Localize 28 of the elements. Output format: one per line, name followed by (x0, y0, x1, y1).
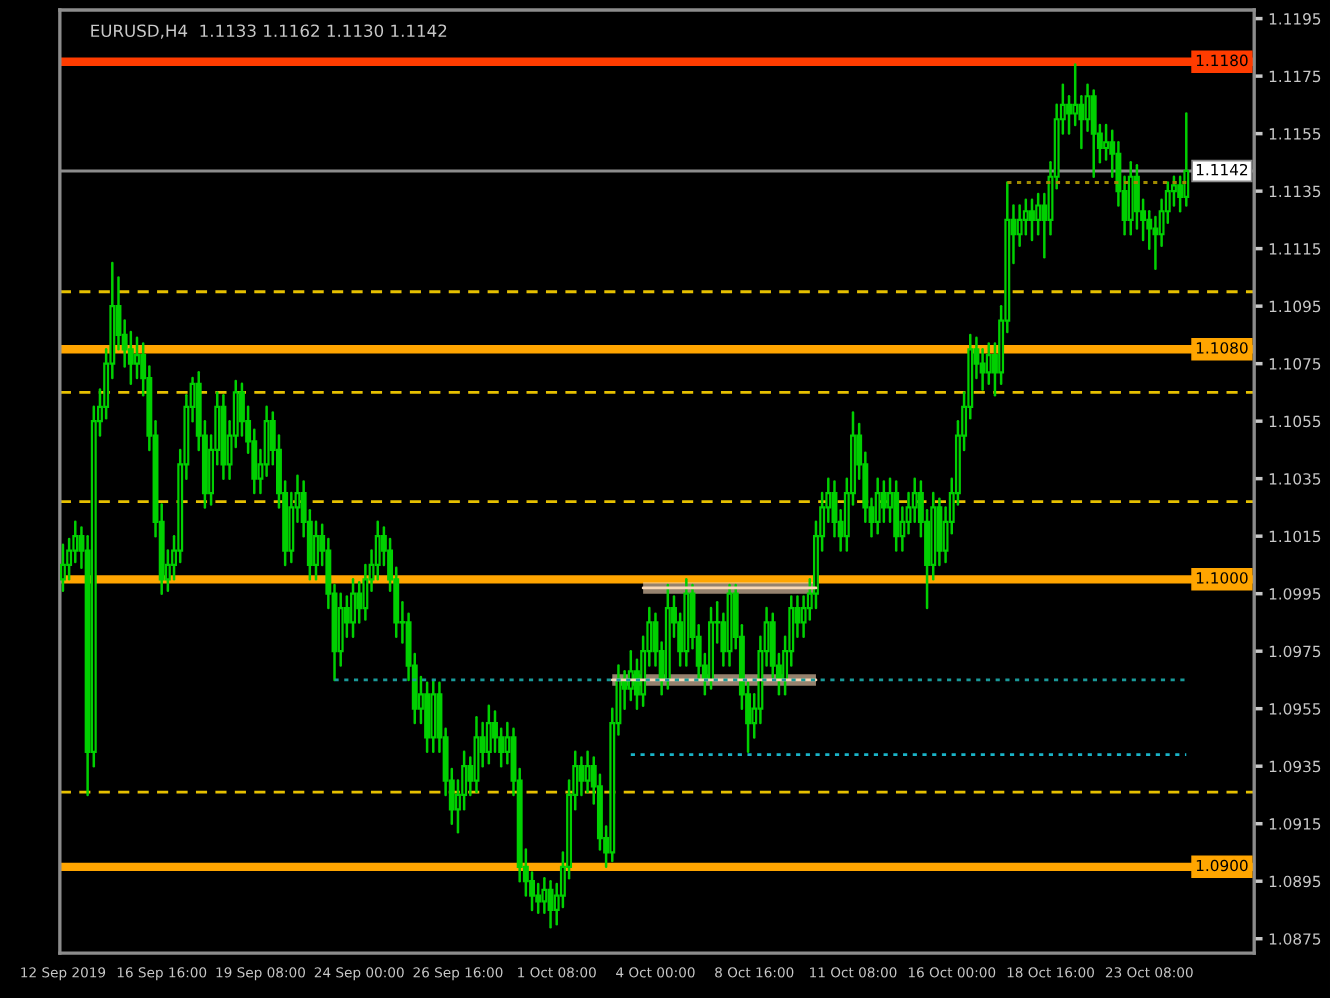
candlestick (985, 342, 992, 386)
candlestick (430, 678, 437, 754)
candlestick (313, 520, 319, 581)
candlestick (1035, 192, 1042, 236)
candlestick (1177, 175, 1184, 213)
candlestick (1066, 94, 1072, 135)
candlestick (880, 480, 887, 524)
candlestick (356, 580, 363, 624)
candlestick (1103, 123, 1110, 161)
candlestick (893, 480, 900, 552)
candlestick (1183, 112, 1190, 207)
candlestick (1127, 161, 1134, 236)
candlestick (936, 497, 943, 567)
candlestick (634, 658, 640, 710)
candlestick (485, 704, 492, 765)
candlestick (1072, 63, 1079, 127)
candlestick (584, 750, 591, 794)
candlestick (134, 336, 140, 380)
text: EURUSD,H4 1.1133 1.1162 1.1130 1.1142 (91, 24, 447, 39)
candlestick (627, 649, 634, 702)
candlestick (874, 477, 881, 535)
candlestick (578, 756, 585, 797)
candlestick (1029, 198, 1035, 242)
candlestick (424, 681, 431, 754)
candlestick (59, 543, 66, 593)
candlestick (350, 578, 356, 639)
candlestick (547, 879, 554, 929)
candlestick (1090, 89, 1097, 178)
